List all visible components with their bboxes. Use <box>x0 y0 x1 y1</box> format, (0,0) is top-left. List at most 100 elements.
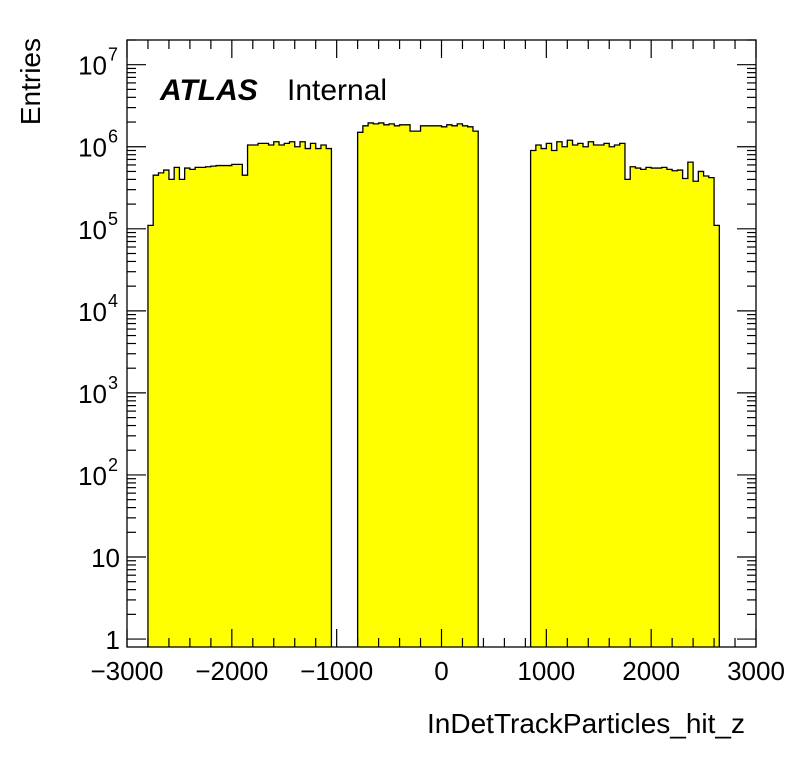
histogram-bar <box>299 141 306 647</box>
histogram-bar <box>682 178 689 647</box>
histogram-bar <box>645 167 652 648</box>
histogram-bar <box>237 164 243 648</box>
histogram-bar <box>362 125 369 647</box>
histogram-bar <box>410 131 416 648</box>
histogram-bar <box>289 141 296 647</box>
histogram-bar <box>635 168 642 647</box>
histogram-bar <box>687 162 694 647</box>
histogram-bar <box>603 143 610 647</box>
histogram-bar <box>593 145 600 648</box>
histogram-bar <box>404 124 411 647</box>
y-tick-exponent: 4 <box>108 291 118 311</box>
histogram-bar <box>567 140 573 647</box>
histogram-outline <box>356 122 479 647</box>
x-tick-label: 3000 <box>727 656 785 686</box>
histogram-bar <box>268 145 275 648</box>
histogram-bar <box>383 124 390 647</box>
y-tick-exponent: 2 <box>108 455 118 475</box>
y-tick-label: 10 <box>78 461 107 491</box>
histogram-bar <box>609 146 615 648</box>
histogram-bar <box>326 148 332 647</box>
histogram-bar <box>441 126 448 647</box>
y-tick-label: 10 <box>78 215 107 245</box>
histogram-bar <box>378 122 385 648</box>
histogram-bar <box>451 125 458 647</box>
histogram-bar <box>598 145 605 648</box>
histogram-bar <box>562 146 568 648</box>
histogram-bar <box>320 145 327 648</box>
histogram-bar <box>577 143 584 647</box>
axis-ticks <box>126 39 757 647</box>
histogram-bar <box>677 170 684 648</box>
histogram-bar <box>708 177 715 647</box>
histogram-bar <box>583 146 589 648</box>
histogram-bar <box>651 168 657 647</box>
histogram-bar <box>394 125 400 647</box>
histogram-bar <box>247 145 254 648</box>
histogram-bar <box>431 125 437 647</box>
y-tick-label: 10 <box>78 133 107 163</box>
histogram-bar <box>174 167 180 648</box>
histogram-bar <box>462 125 469 647</box>
histogram-bar <box>666 169 673 647</box>
histogram-bar <box>472 131 479 648</box>
y-tick-label: 10 <box>78 297 107 327</box>
histogram-bar <box>279 145 285 648</box>
x-axis-title: InDetTrackParticles_hit_z <box>427 708 745 739</box>
histogram-bar <box>184 168 191 647</box>
histogram-bar <box>216 165 222 647</box>
histogram-bar <box>205 166 212 647</box>
histogram-bar <box>163 170 170 648</box>
histogram-bar <box>703 176 710 647</box>
histogram-bar <box>147 225 154 647</box>
histogram-bar <box>530 150 537 648</box>
histogram-bar <box>457 123 463 648</box>
histogram-bar <box>714 225 720 647</box>
y-axis-title: Entries <box>15 38 46 125</box>
histogram-bar <box>399 124 406 647</box>
histogram-bar <box>200 167 207 648</box>
histogram-bar <box>368 122 374 648</box>
histogram-bar <box>425 125 432 647</box>
histogram-bar <box>226 165 233 647</box>
histogram-bar <box>541 148 547 647</box>
x-tick-label: −1000 <box>300 656 373 686</box>
histogram-bar <box>420 125 427 647</box>
y-tick-exponent: 5 <box>108 209 118 229</box>
y-tick-label: 10 <box>78 379 107 409</box>
histogram-bar <box>168 179 175 647</box>
histogram-bar <box>698 171 704 648</box>
histogram-bar <box>158 172 165 648</box>
histogram-bar <box>284 143 290 647</box>
histogram-bar <box>415 131 421 648</box>
histogram-bar <box>221 165 227 647</box>
histogram-outline <box>529 139 720 647</box>
histogram-bar <box>179 179 186 647</box>
histogram-bar <box>693 181 699 648</box>
x-tick-label: 0 <box>434 656 448 686</box>
histogram-bar <box>242 175 248 648</box>
histogram-bar <box>315 148 322 647</box>
histogram-bar <box>640 169 647 647</box>
histogram-bar <box>263 143 269 647</box>
histogram-bar <box>672 170 678 647</box>
histogram-bar <box>535 145 542 648</box>
histogram-bar <box>467 126 474 647</box>
histogram-bar <box>357 132 364 647</box>
histogram-bar <box>389 123 395 648</box>
histogram-bar <box>273 141 280 647</box>
histogram-bar <box>661 167 668 648</box>
histogram-bar <box>231 164 238 648</box>
histogram-bar <box>624 179 631 647</box>
y-tick-label: 10 <box>91 543 120 573</box>
histogram-bar <box>310 143 317 647</box>
histogram-bar <box>588 141 594 647</box>
x-tick-label: 1000 <box>517 656 575 686</box>
x-tick-label: −2000 <box>195 656 268 686</box>
atlas-label: ATLAS <box>159 74 258 107</box>
y-tick-exponent: 7 <box>108 45 118 65</box>
histogram-bar <box>656 168 663 647</box>
